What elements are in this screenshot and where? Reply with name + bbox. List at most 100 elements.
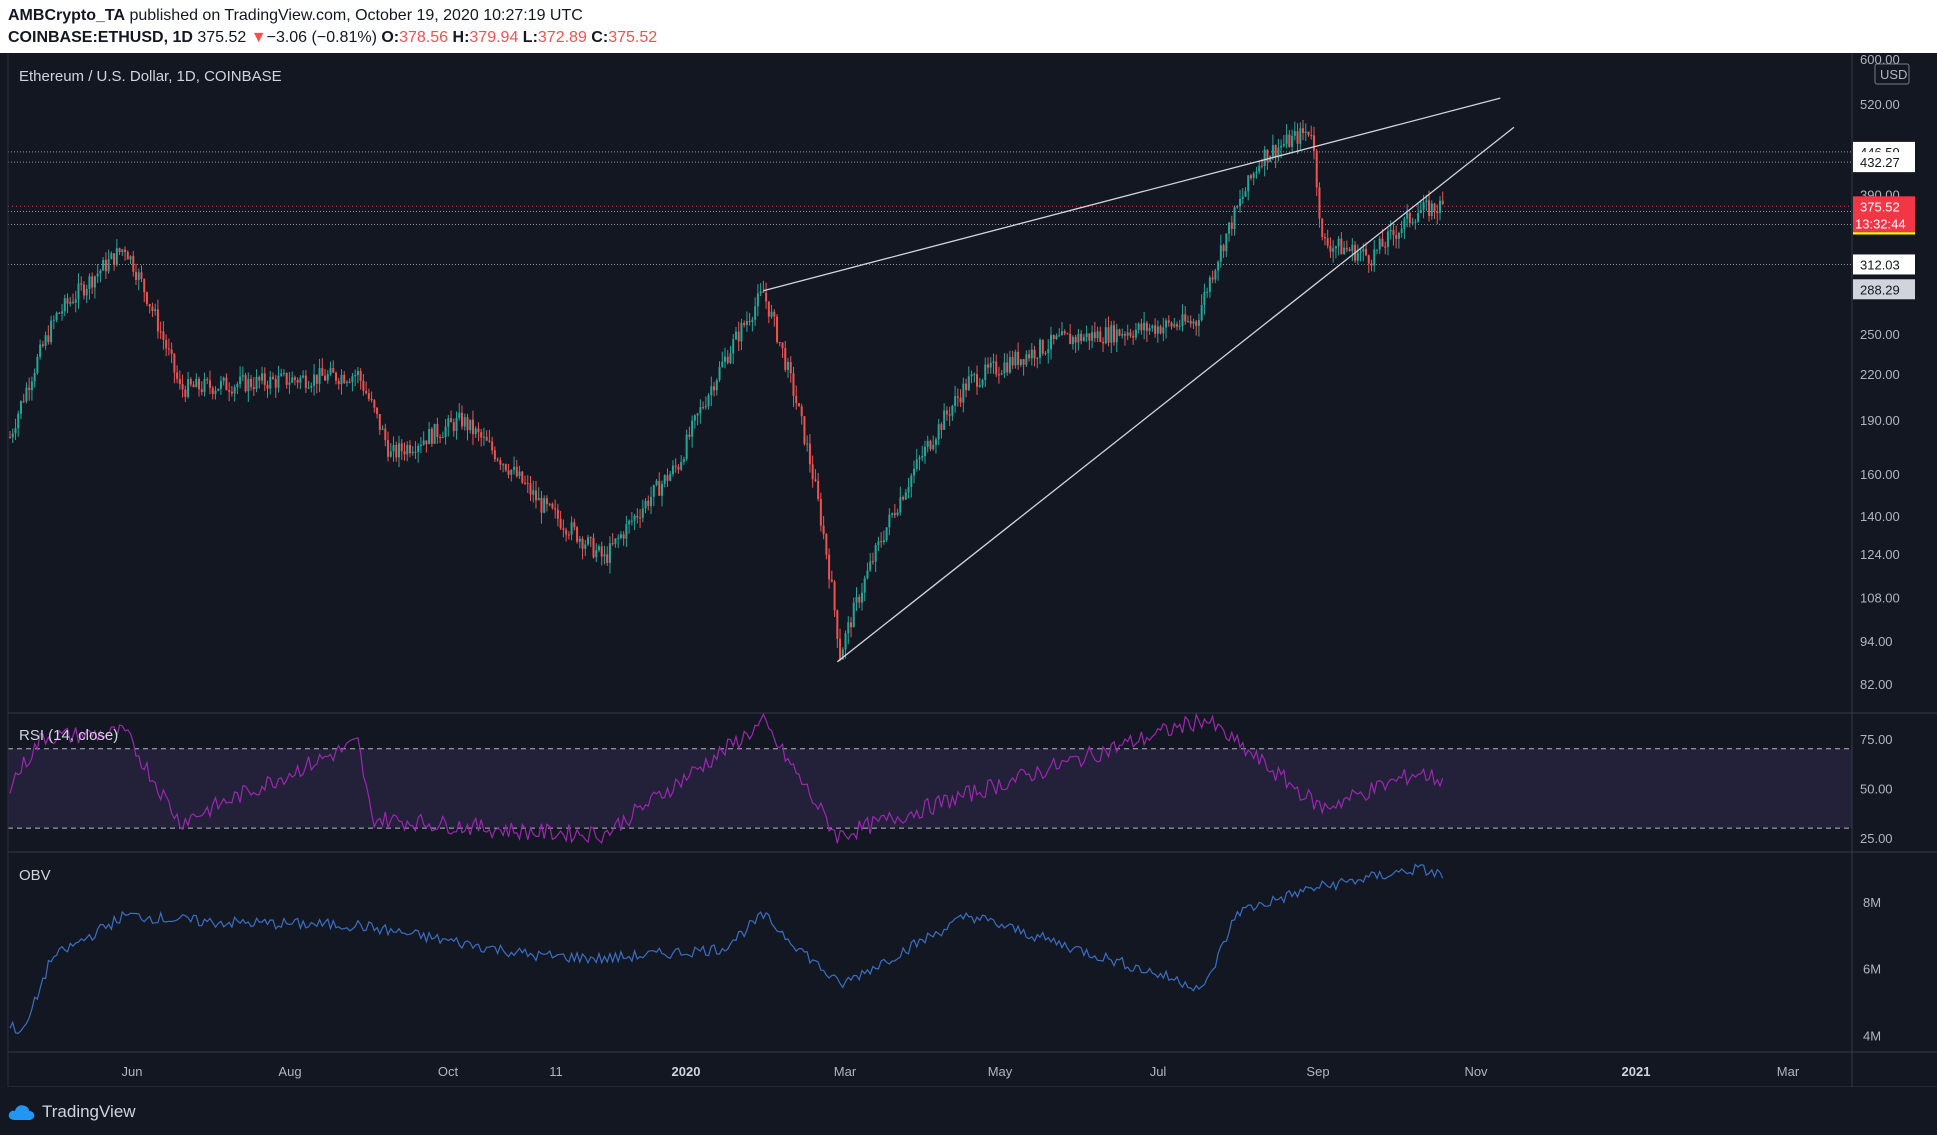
candle-body	[11, 433, 14, 438]
candle-body	[784, 348, 787, 370]
candle-body	[69, 301, 72, 304]
candle-body	[1236, 206, 1239, 208]
candle-body	[324, 375, 327, 381]
candle-body	[422, 440, 425, 445]
ohlc-line: COINBASE:ETHUSD, 1D 375.52 ▼−3.06 (−0.81…	[8, 29, 657, 47]
rsi-pane[interactable]: RSI (14, close) 75.00 50.00 25.00	[8, 712, 1893, 846]
candle-body	[1436, 211, 1439, 214]
candle-body	[1063, 331, 1066, 334]
candle-body	[44, 335, 47, 346]
candle-body	[1381, 238, 1384, 247]
candle-body	[1397, 232, 1400, 239]
candle-body	[1039, 339, 1042, 358]
candle-body	[329, 368, 332, 375]
candle-body	[595, 550, 598, 558]
candle-body	[337, 380, 340, 385]
price-pane-title: Ethereum / U.S. Dollar, 1D, COINBASE	[19, 68, 282, 85]
candle-body	[474, 428, 477, 435]
rsi-axis-tick: 75.00	[1860, 732, 1893, 747]
candle-body	[751, 319, 754, 322]
candle-body	[384, 428, 387, 441]
candle-body	[406, 444, 409, 455]
candle-body	[1091, 332, 1094, 341]
candle-body	[230, 391, 233, 394]
candle-body	[1340, 238, 1343, 255]
candle-body	[93, 276, 96, 288]
candle-body	[85, 288, 88, 296]
candle-body	[844, 633, 847, 650]
candle-body	[850, 622, 853, 628]
tradingview-brand[interactable]: TradingView	[42, 1102, 136, 1121]
candle-body	[1430, 203, 1433, 217]
candle-body	[91, 276, 94, 288]
candle-body	[1000, 373, 1003, 375]
candle-body	[1055, 335, 1058, 340]
candle-body	[1345, 247, 1348, 250]
candle-body	[647, 500, 650, 506]
candle-body	[797, 403, 800, 407]
candle-body	[1132, 335, 1135, 338]
candle-body	[1140, 323, 1143, 331]
candle-body	[430, 428, 433, 444]
candle-body	[1378, 238, 1381, 250]
candle-body	[389, 451, 392, 457]
candle-body	[1113, 325, 1116, 343]
candle-body	[1192, 321, 1195, 324]
open-value: 378.56	[399, 29, 449, 46]
candle-body	[510, 469, 513, 475]
candle-body	[1408, 212, 1411, 224]
candle-body	[1258, 165, 1261, 172]
candle-body	[910, 475, 913, 488]
candle-body	[619, 534, 622, 538]
obv-pane[interactable]: OBV 8M 6M 4M	[9, 863, 1881, 1044]
candle-body	[1208, 277, 1211, 292]
candle-body	[1425, 200, 1428, 202]
price-level-label: 288.29	[1860, 282, 1900, 297]
candle-body	[877, 541, 880, 546]
candle-body	[1277, 147, 1280, 158]
price-axis-labels[interactable]: 600.00520.00390.00250.00220.00190.00160.…	[1853, 53, 1915, 692]
candle-body	[680, 461, 683, 470]
candle-body	[986, 364, 989, 368]
published-text: published on TradingView.com, October 19…	[129, 7, 583, 24]
publisher-name[interactable]: AMBCrypto_TA	[8, 7, 126, 24]
candle-body	[1022, 359, 1025, 365]
candle-body	[948, 414, 951, 416]
candle-body	[184, 389, 187, 397]
candle-body	[1367, 255, 1370, 264]
candle-body	[1167, 320, 1170, 323]
candle-body	[584, 544, 587, 549]
candle-body	[754, 306, 757, 320]
candle-body	[296, 379, 299, 383]
candle-body	[1093, 332, 1096, 339]
candle-body	[206, 379, 209, 381]
candle-body	[1110, 325, 1113, 343]
candle-body	[729, 353, 732, 363]
candle-body	[187, 378, 190, 397]
candle-body	[628, 520, 631, 525]
candle-body	[30, 381, 33, 390]
candle-body	[124, 249, 127, 252]
candle-body	[1282, 143, 1285, 146]
candle-body	[907, 487, 910, 493]
candle-body	[1197, 320, 1200, 326]
price-pane[interactable]: Ethereum / U.S. Dollar, 1D, COINBASE	[8, 68, 1852, 663]
candle-body	[280, 373, 283, 376]
candle-body	[414, 451, 417, 453]
candle-body	[36, 356, 39, 374]
candle-body	[696, 413, 699, 416]
candle-body	[1244, 191, 1247, 197]
candle-body	[855, 596, 858, 603]
candle-body	[1406, 212, 1409, 219]
candle-body	[365, 390, 368, 394]
high-label: H:	[452, 29, 470, 46]
candle-body	[491, 441, 494, 451]
candle-body	[759, 291, 762, 294]
candle-body	[1025, 354, 1028, 365]
time-axis-tick: Oct	[438, 1064, 459, 1079]
candle-body	[1230, 222, 1233, 230]
chart-area[interactable]: Ethereum / U.S. Dollar, 1D, COINBASE RSI…	[0, 53, 1937, 1087]
time-axis[interactable]: Jun Aug Oct 11 2020 Mar May Jul Sep Nov 2021 Mar	[122, 1064, 1800, 1079]
candle-body	[1373, 249, 1376, 266]
candle-body	[181, 384, 184, 390]
